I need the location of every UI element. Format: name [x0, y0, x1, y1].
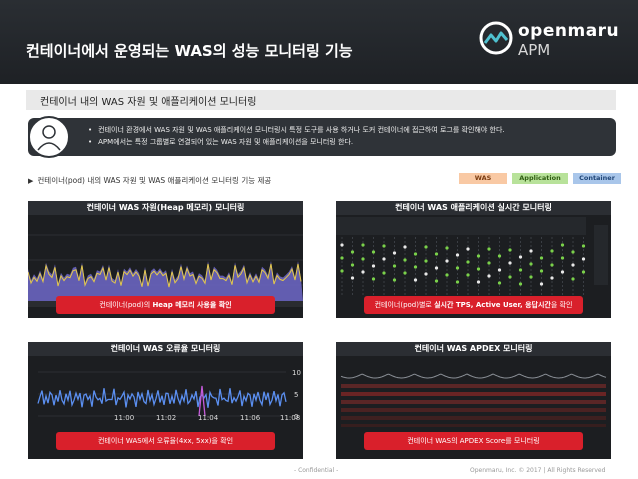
openmaru-logo: openmaru APM — [478, 18, 628, 68]
description-item: APM에서는 특정 그룹별로 연결되어 있는 WAS 자원 및 애플리케이션을 … — [88, 136, 505, 148]
tag-application: Application — [512, 173, 568, 184]
error-panel: 컨테이너 WAS 오류율 모니터링 11:00 11:02 11:04 11:0… — [28, 342, 303, 459]
app-caption: 컨테이너(pod)별로 실시간 TPS, Active User, 응답시간을 … — [364, 296, 583, 314]
logo-sub: APM — [518, 41, 551, 59]
error-x-tick: 11:06 — [240, 414, 261, 422]
app-panel: 컨테이너 WAS 애플리케이션 실시간 모니터링 컨테이너(pod)별로 실시간… — [336, 201, 611, 318]
app-caption-post: 을 확인 — [550, 301, 573, 309]
heap-caption: 컨테이너(pod)의 Heap 메모리 사용을 확인 — [56, 296, 275, 314]
header-bar: 컨테이너에서 운영되는 WAS의 성능 모니터링 기능 openmaru APM — [0, 0, 638, 84]
description-box: 컨테이너 환경에서 WAS 자원 및 WAS 애플리케이션 모니터링시 특정 도… — [28, 116, 616, 158]
apdex-panel: 컨테이너 WAS APDEX 모니터링 컨테이너 WAS의 APDEX Scor… — [336, 342, 611, 459]
subtitle-bar: 컨테이너 내의 WAS 자원 및 애플리케이션 모니터링 — [26, 90, 616, 110]
apdex-caption: 컨테이너 WAS의 APDEX Score를 모니터링 — [364, 432, 583, 450]
error-y-tick: 10 — [292, 369, 301, 377]
error-x-tick: 11:04 — [198, 414, 219, 422]
error-caption: 컨테이너 WAS에서 오류율(4xx, 5xx)을 확인 — [56, 432, 275, 450]
app-panel-title: 컨테이너 WAS 애플리케이션 실시간 모니터링 — [336, 201, 611, 215]
person-icon — [28, 116, 70, 158]
triangle-bullet-icon: ▶ — [28, 177, 34, 185]
footer-copyright: Openmaru, Inc. © 2017 | All Rights Reser… — [470, 467, 606, 474]
heap-panel: 컨테이너 WAS 자원(Heap 메모리) 모니터링 컨테이너(pod)의 He… — [28, 201, 303, 318]
error-y-tick: 0 — [294, 413, 298, 421]
feature-text: 컨테이너(pod) 내의 WAS 자원 및 WAS 애플리케이션 모니터링 기능… — [37, 176, 272, 185]
error-y-tick: 5 — [294, 391, 298, 399]
logo-name: openmaru — [518, 21, 620, 41]
tag-container: Container — [573, 173, 621, 184]
heap-panel-title: 컨테이너 WAS 자원(Heap 메모리) 모니터링 — [28, 201, 303, 215]
heap-caption-text: 컨테이너(pod)의 — [99, 301, 153, 309]
error-x-tick: 11:02 — [156, 414, 176, 422]
apdex-panel-title: 컨테이너 WAS APDEX 모니터링 — [336, 342, 611, 356]
error-x-tick: 11:00 — [114, 414, 134, 422]
description-item: 컨테이너 환경에서 WAS 자원 및 WAS 애플리케이션 모니터링시 특정 도… — [88, 124, 504, 136]
footer-confidential: - Confidential - — [294, 467, 339, 474]
error-panel-title: 컨테이너 WAS 오류율 모니터링 — [28, 342, 303, 356]
app-caption-bold: 실시간 TPS, Active User, 응답시간 — [434, 301, 551, 309]
app-caption-text: 컨테이너(pod)별로 — [374, 301, 435, 309]
feature-line: ▶ 컨테이너(pod) 내의 WAS 자원 및 WAS 애플리케이션 모니터링 기… — [28, 175, 271, 186]
description-list: 컨테이너 환경에서 WAS 자원 및 WAS 애플리케이션 모니터링시 특정 도… — [88, 124, 505, 148]
subtitle: 컨테이너 내의 WAS 자원 및 애플리케이션 모니터링 — [40, 97, 257, 108]
error-x-tick: 11:08 — [280, 414, 300, 422]
openmaru-logo-icon — [479, 21, 513, 55]
tag-was: WAS — [459, 173, 507, 184]
heap-caption-bold: Heap 메모리 사용을 확인 — [152, 301, 232, 309]
page-title: 컨테이너에서 운영되는 WAS의 성능 모니터링 기능 — [26, 42, 353, 60]
